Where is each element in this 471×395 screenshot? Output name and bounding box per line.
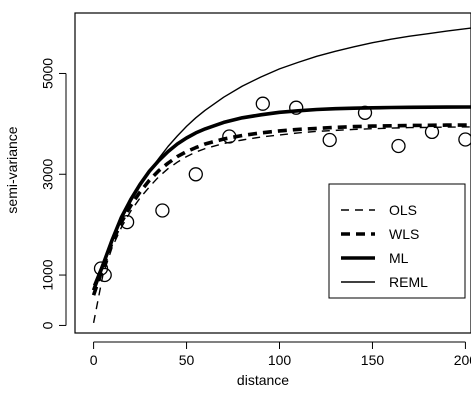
y-tick-label: 1000 — [40, 259, 56, 290]
legend-label-ml: ML — [389, 250, 409, 266]
y-axis: 0 1000 3000 5000 — [40, 58, 66, 330]
legend-label-ols: OLS — [389, 202, 417, 218]
x-tick-label: 0 — [90, 352, 98, 368]
data-point — [392, 140, 405, 153]
y-tick-label: 0 — [40, 321, 56, 329]
data-point — [459, 133, 471, 146]
data-point — [256, 97, 269, 110]
y-axis-label: semi-variance — [4, 126, 20, 213]
data-point — [426, 125, 439, 138]
x-tick-label: 100 — [268, 352, 292, 368]
y-tick-label: 5000 — [40, 58, 56, 89]
legend-label-reml: REML — [389, 274, 428, 290]
legend: OLS WLS ML REML — [329, 184, 465, 298]
x-tick-label: 150 — [361, 352, 385, 368]
legend-label-wls: WLS — [389, 226, 419, 242]
x-axis: 0 50 100 150 200 — [90, 342, 471, 368]
x-axis-label: distance — [237, 372, 289, 388]
x-tick-label: 50 — [179, 352, 195, 368]
data-point — [156, 204, 169, 217]
data-point — [323, 134, 336, 147]
y-tick-label: 3000 — [40, 158, 56, 189]
x-tick-label: 200 — [454, 352, 471, 368]
data-point — [189, 168, 202, 181]
